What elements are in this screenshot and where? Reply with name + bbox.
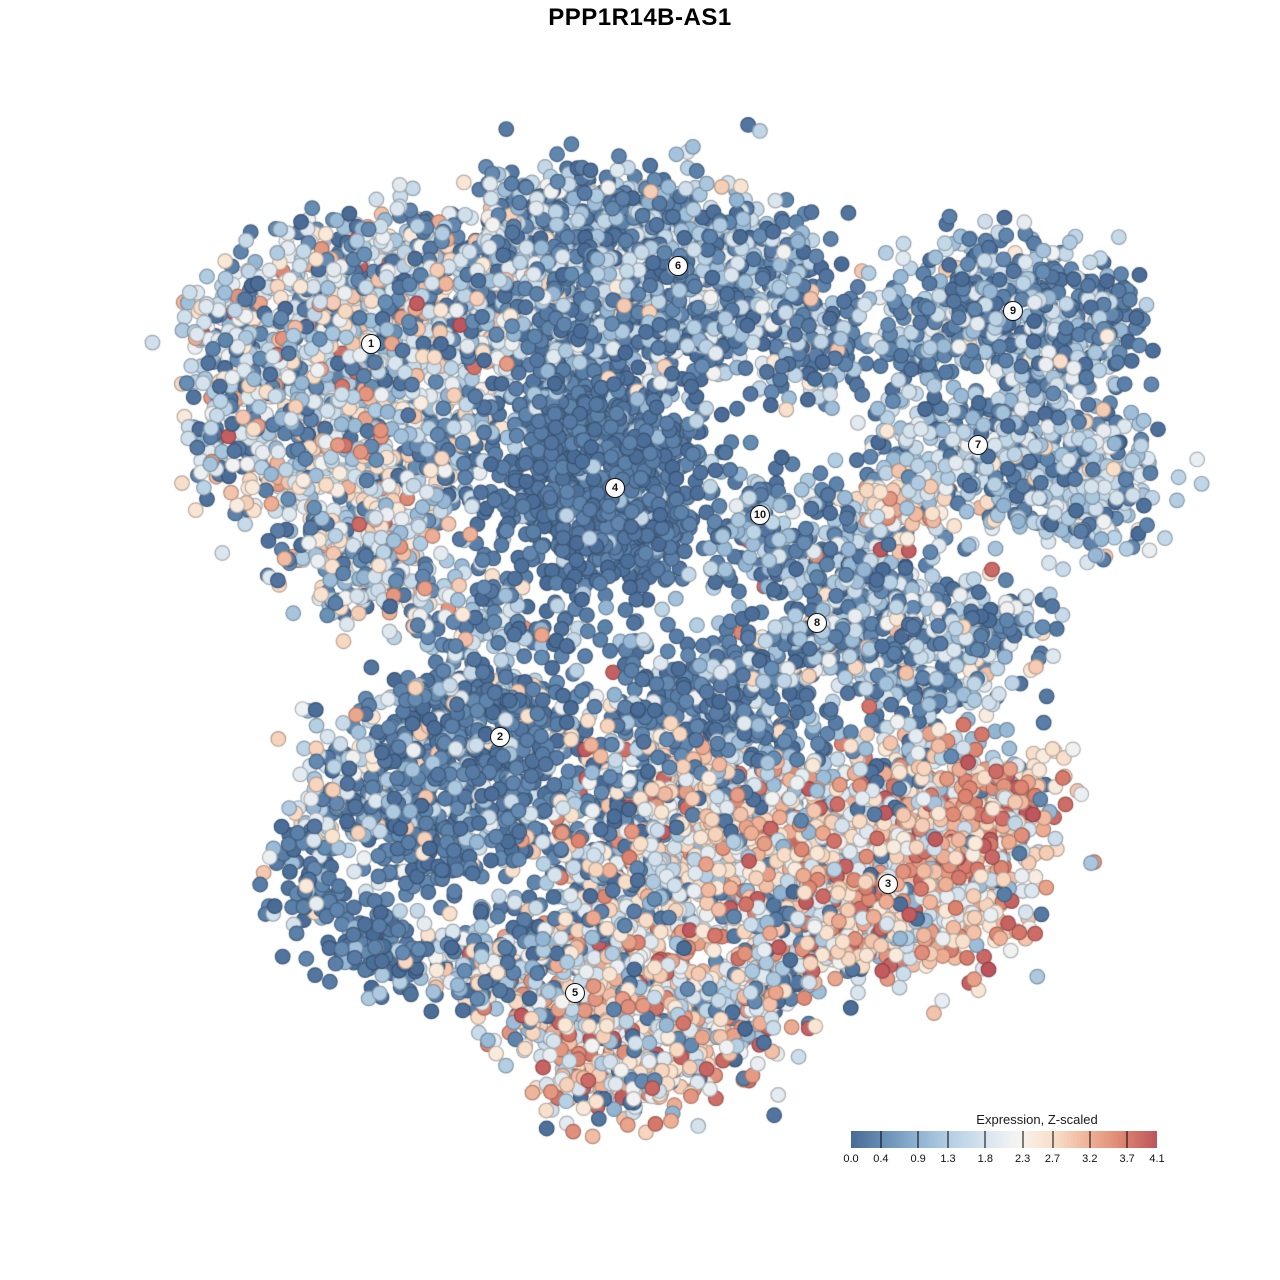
cluster-label-3: 3	[878, 874, 898, 894]
legend-tick-mark	[1089, 1131, 1091, 1148]
cluster-label-9: 9	[1003, 301, 1023, 321]
legend-colorbar	[851, 1131, 1157, 1148]
legend-tick-mark	[917, 1131, 919, 1148]
cluster-label-5: 5	[565, 983, 585, 1003]
legend-tick-label: 1.3	[940, 1153, 956, 1165]
legend-tick-label: 1.8	[977, 1153, 993, 1165]
legend-tick-label: 0.9	[910, 1153, 926, 1165]
legend-tick-label: 4.1	[1149, 1153, 1165, 1165]
legend-tick-mark	[984, 1131, 986, 1148]
legend-tick-label: 3.2	[1082, 1153, 1098, 1165]
cluster-label-4: 4	[605, 478, 625, 498]
legend-tick-label: 3.7	[1119, 1153, 1135, 1165]
legend-tick-label: 2.3	[1015, 1153, 1031, 1165]
legend-tick-mark	[1052, 1131, 1053, 1148]
legend-tick-mark	[1126, 1131, 1128, 1148]
cluster-label-1: 1	[361, 334, 381, 354]
legend-title: Expression, Z-scaled	[976, 1112, 1098, 1127]
legend-tick-labels: 0.0 0.4 0.9 1.3 1.8 2.3 2.7 3.2 3.7 4.1	[843, 1153, 1164, 1167]
cluster-label-7: 7	[968, 435, 988, 455]
cluster-label-6: 6	[668, 256, 688, 276]
legend-tick-label: 0.4	[873, 1153, 889, 1165]
cluster-label-2: 2	[490, 727, 510, 747]
legend-tick-label: 0.0	[843, 1153, 859, 1165]
cluster-label-10: 10	[750, 505, 770, 525]
legend-tick-mark	[1022, 1131, 1024, 1148]
legend-tick-mark	[880, 1131, 882, 1148]
legend-tick-mark	[947, 1131, 949, 1148]
cluster-label-8: 8	[807, 613, 827, 633]
legend-tick-label: 2.7	[1044, 1153, 1061, 1165]
expression-legend: Expression, Z-scaled 0.0 0.4 0.9 1.3 1.8 2.3 2…	[843, 1112, 1164, 1172]
